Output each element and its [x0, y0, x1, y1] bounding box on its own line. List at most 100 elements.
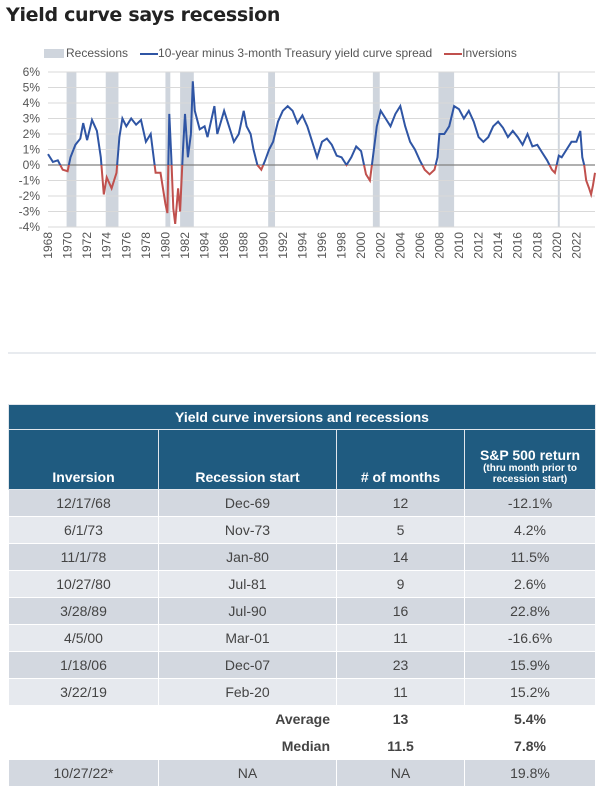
- cell-sp-return: 11.5%: [464, 543, 596, 571]
- sp-header-sublabel: (thru month prior to recession start): [483, 463, 577, 485]
- median-label: Median: [158, 732, 337, 760]
- header-inversion: Inversion: [8, 429, 159, 490]
- cell-inversion: 10/27/80: [8, 570, 159, 598]
- chart-legend: Recessions 10-year minus 3-month Treasur…: [44, 46, 517, 60]
- x-tick-label: 2018: [530, 232, 544, 259]
- header-recession-start: Recession start: [158, 429, 337, 490]
- cell-recession-start: Jul-90: [158, 597, 337, 625]
- x-tick-label: 1972: [80, 232, 94, 259]
- cell-sp-return: 2.6%: [464, 570, 596, 598]
- x-tick-label: 2010: [452, 232, 466, 259]
- cell-sp-return: 19.8%: [464, 759, 596, 787]
- average-label: Average: [158, 705, 337, 733]
- legend-label: Recessions: [66, 46, 129, 60]
- legend-inversions: Inversions: [444, 46, 517, 60]
- y-tick-label: 5%: [23, 81, 41, 95]
- x-tick-label: 2008: [432, 232, 446, 259]
- cell-months: 11: [336, 678, 465, 706]
- legend-spread: 10-year minus 3-month Treasury yield cur…: [140, 46, 432, 60]
- cell-recession-start: Dec-07: [158, 651, 337, 679]
- cell-recession-start: NA: [158, 759, 337, 787]
- x-tick-label: 2020: [550, 232, 564, 259]
- x-tick-label: 1974: [100, 232, 114, 259]
- y-tick-label: -1%: [19, 174, 41, 188]
- y-tick-label: 3%: [23, 112, 41, 126]
- y-tick-label: -3%: [19, 205, 41, 219]
- x-tick-label: 2004: [393, 232, 407, 259]
- cell-months: 16: [336, 597, 465, 625]
- cell-sp-return: 4.2%: [464, 516, 596, 544]
- legend-recessions: Recessions: [44, 46, 128, 60]
- x-tick-label: 2000: [354, 232, 368, 259]
- average-row: Average 13 5.4%: [8, 705, 596, 733]
- x-tick-label: 2022: [569, 232, 583, 259]
- cell-inversion: 3/22/19: [8, 678, 159, 706]
- cell-inversion: 1/18/06: [8, 651, 159, 679]
- average-sp-return: 5.4%: [464, 705, 596, 733]
- cell-months: NA: [336, 759, 465, 787]
- median-row: Median 11.5 7.8%: [8, 732, 596, 760]
- cell-inversion: 10/27/22*: [8, 759, 159, 787]
- x-tick-label: 2016: [511, 232, 525, 259]
- table-row: 11/1/78 Jan-80 14 11.5%: [8, 543, 596, 571]
- table-caption: Yield curve inversions and recessions: [8, 404, 596, 430]
- x-tick-label: 2002: [374, 232, 388, 259]
- x-tick-label: 1978: [139, 232, 153, 259]
- cell-months: 12: [336, 489, 465, 517]
- inversion-line-icon: [444, 52, 463, 55]
- cell-sp-return: -12.1%: [464, 489, 596, 517]
- x-tick-label: 2014: [491, 232, 505, 259]
- x-tick-label: 1990: [256, 232, 270, 259]
- sp-header-label: S&P 500 return: [479, 447, 581, 463]
- cell-recession-start: Nov-73: [158, 516, 337, 544]
- cell-recession-start: Jan-80: [158, 543, 337, 571]
- yield-curve-chart: 6% 5%4% 3%2% 1%0% -1%-2% -3%-4%1968 1970 1972 19…: [19, 65, 596, 259]
- cell-inversion: 6/1/73: [8, 516, 159, 544]
- x-tick-label: 1982: [178, 232, 192, 259]
- cell-recession-start: Jul-81: [158, 570, 337, 598]
- table-row: 3/28/89 Jul-90 16 22.8%: [8, 597, 596, 625]
- cell-sp-return: 15.2%: [464, 678, 596, 706]
- x-tick-label: 1996: [315, 232, 329, 259]
- x-tick-label: 1970: [61, 232, 75, 259]
- cell-inversion: 4/5/00: [8, 624, 159, 652]
- x-tick-label: 2012: [472, 232, 486, 259]
- cell-sp-return: 22.8%: [464, 597, 596, 625]
- section-divider: [8, 352, 596, 354]
- table-row: 10/27/80 Jul-81 9 2.6%: [8, 570, 596, 598]
- x-tick-label: 2006: [413, 232, 427, 259]
- average-months: 13: [336, 705, 465, 733]
- header-months: # of months: [336, 429, 465, 490]
- header-sp500-return: S&P 500 return (thru month prior to reces…: [464, 429, 596, 490]
- spread-line-icon: [140, 52, 159, 55]
- x-tick-label: 1994: [295, 232, 309, 259]
- x-tick-label: 1988: [237, 232, 251, 259]
- recession-swatch-icon: [44, 49, 64, 59]
- x-tick-label: 1976: [119, 232, 133, 259]
- cell-sp-return: -16.6%: [464, 624, 596, 652]
- x-tick-label: 1980: [158, 232, 172, 259]
- cell-months: 23: [336, 651, 465, 679]
- cell-recession-start: Mar-01: [158, 624, 337, 652]
- cell-inversion: 12/17/68: [8, 489, 159, 517]
- cell-months: 11: [336, 624, 465, 652]
- table-row: 6/1/73 Nov-73 5 4.2%: [8, 516, 596, 544]
- legend-label: 10-year minus 3-month Treasury yield cur…: [158, 46, 433, 60]
- y-tick-label: 2%: [23, 127, 41, 141]
- x-tick-label: 1968: [41, 232, 55, 259]
- x-tick-label: 1998: [335, 232, 349, 259]
- table-row: 12/17/68 Dec-69 12 -12.1%: [8, 489, 596, 517]
- x-tick-label: 1992: [276, 232, 290, 259]
- page-title: Yield curve says recession: [6, 4, 281, 26]
- median-months: 11.5: [336, 732, 465, 760]
- y-tick-label: 1%: [23, 143, 41, 157]
- y-tick-label: -4%: [19, 220, 41, 234]
- x-tick-label: 1986: [217, 232, 231, 259]
- median-sp-return: 7.8%: [464, 732, 596, 760]
- table-row: 1/18/06 Dec-07 23 15.9%: [8, 651, 596, 679]
- inversions-table: Yield curve inversions and recessions In…: [8, 404, 596, 787]
- table-row: 4/5/00 Mar-01 11 -16.6%: [8, 624, 596, 652]
- cell-months: 14: [336, 543, 465, 571]
- table-row: 3/22/19 Feb-20 11 15.2%: [8, 678, 596, 706]
- x-tick-label: 1984: [198, 232, 212, 259]
